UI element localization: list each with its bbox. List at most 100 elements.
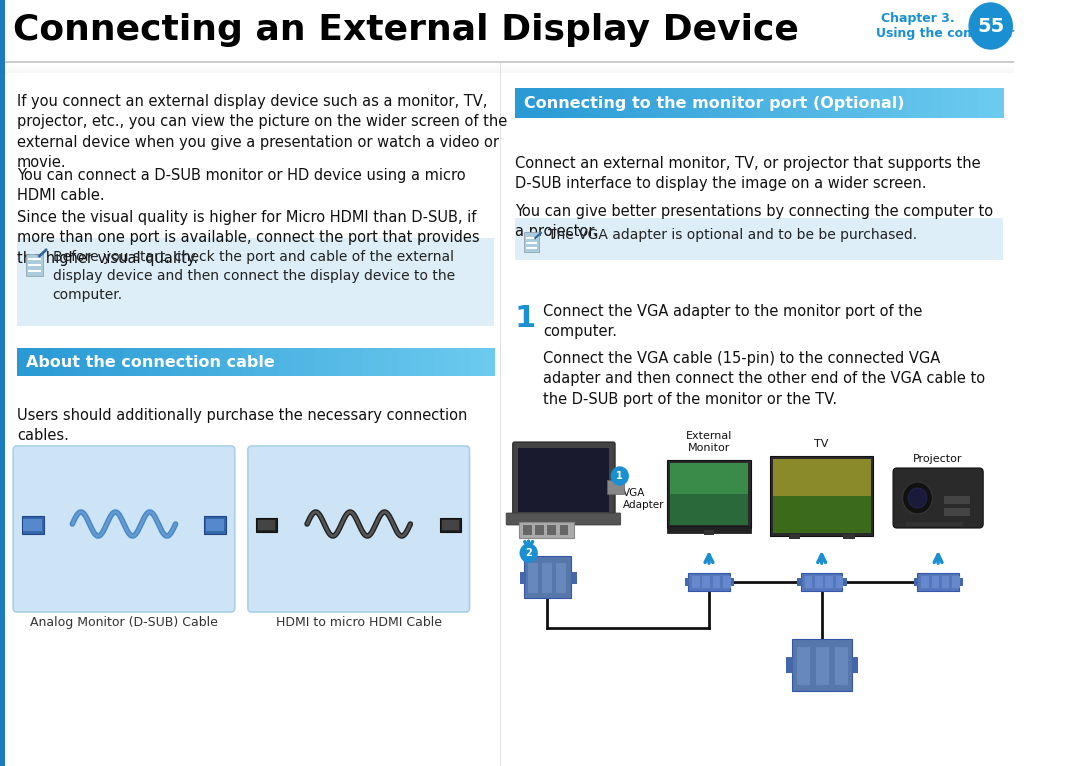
Bar <box>797 647 810 685</box>
Text: If you connect an external display device such as a monitor, TV,
projector, etc.: If you connect an external display devic… <box>17 94 508 170</box>
Bar <box>746 88 759 118</box>
Bar <box>136 348 149 376</box>
FancyBboxPatch shape <box>13 446 234 612</box>
Bar <box>808 88 821 118</box>
Bar <box>836 576 843 588</box>
Bar <box>0 69 1014 70</box>
Bar <box>375 348 388 376</box>
Text: 1: 1 <box>514 304 536 333</box>
Bar <box>112 348 125 376</box>
Text: 1: 1 <box>617 471 623 481</box>
Bar <box>967 88 980 118</box>
Bar <box>698 88 711 118</box>
Bar <box>685 578 689 586</box>
Bar <box>673 88 687 118</box>
Bar <box>256 518 278 532</box>
Bar <box>835 647 848 685</box>
Bar <box>527 88 540 118</box>
Bar <box>930 88 943 118</box>
Bar <box>607 480 623 494</box>
Text: Connecting to the monitor port (Optional): Connecting to the monitor port (Optional… <box>524 96 904 110</box>
Bar <box>723 88 735 118</box>
Bar <box>243 348 256 376</box>
Bar <box>526 247 537 249</box>
Bar <box>773 459 870 533</box>
Bar <box>842 578 847 586</box>
Bar <box>519 522 573 538</box>
Text: External
Monitor: External Monitor <box>686 431 732 453</box>
Text: VGA
Adapter: VGA Adapter <box>622 488 664 510</box>
Bar <box>434 348 447 376</box>
Bar <box>797 578 802 586</box>
Bar <box>825 576 833 588</box>
Bar <box>205 519 225 531</box>
Text: TV: TV <box>814 439 828 449</box>
Text: Connect the VGA adapter to the monitor port of the
computer.: Connect the VGA adapter to the monitor p… <box>543 304 922 339</box>
Bar <box>649 88 662 118</box>
Text: Connecting an External Display Device: Connecting an External Display Device <box>13 13 799 47</box>
Circle shape <box>611 467 629 485</box>
Bar <box>953 576 960 588</box>
Bar <box>815 576 823 588</box>
Text: Since the visual quality is higher for Micro HDMI than D-SUB, if
more than one p: Since the visual quality is higher for M… <box>17 210 480 266</box>
Bar <box>526 237 537 239</box>
Bar <box>661 88 674 118</box>
Bar <box>0 66 1014 67</box>
Bar <box>773 459 870 533</box>
Bar <box>524 232 539 252</box>
FancyBboxPatch shape <box>893 468 983 528</box>
Bar <box>670 463 748 525</box>
Bar <box>666 526 752 533</box>
Bar <box>0 0 4 766</box>
Bar <box>792 639 852 691</box>
Bar <box>600 88 613 118</box>
Bar <box>443 520 459 530</box>
Bar <box>548 525 556 535</box>
Bar <box>759 88 772 118</box>
Text: Using the computer: Using the computer <box>876 27 1014 40</box>
Bar <box>816 647 829 685</box>
Bar <box>292 348 305 376</box>
Bar <box>944 496 970 504</box>
Bar <box>536 525 543 535</box>
Bar <box>805 576 812 588</box>
Text: Analog Monitor (D-SUB) Cable: Analog Monitor (D-SUB) Cable <box>30 616 218 629</box>
Bar <box>446 348 459 376</box>
Bar <box>893 88 906 118</box>
Bar <box>688 573 730 591</box>
Bar <box>207 348 220 376</box>
Bar <box>942 88 955 118</box>
Bar <box>801 573 842 591</box>
Bar <box>852 657 859 673</box>
Bar <box>710 88 724 118</box>
Bar <box>788 534 800 539</box>
Bar <box>843 534 854 539</box>
Bar <box>914 578 918 586</box>
Bar <box>280 348 292 376</box>
Bar <box>773 459 870 496</box>
Bar <box>881 88 894 118</box>
Bar <box>521 572 526 584</box>
Bar <box>204 516 227 534</box>
Bar <box>387 348 400 376</box>
Bar <box>258 520 275 530</box>
Bar <box>363 348 376 376</box>
Text: Chapter 3.: Chapter 3. <box>881 11 955 25</box>
Bar <box>990 88 1003 118</box>
FancyBboxPatch shape <box>513 442 616 518</box>
Bar <box>944 508 970 516</box>
Bar <box>172 348 185 376</box>
Bar <box>539 88 552 118</box>
Bar <box>730 578 734 586</box>
Bar <box>0 67 1014 68</box>
Bar <box>514 218 1003 260</box>
Bar <box>954 88 968 118</box>
Bar <box>771 88 784 118</box>
Bar <box>917 88 931 118</box>
Bar <box>482 348 495 376</box>
Bar <box>77 348 90 376</box>
Bar <box>868 88 881 118</box>
Bar <box>268 348 280 376</box>
Text: You can connect a D-SUB monitor or HD device using a micro
HDMI cable.: You can connect a D-SUB monitor or HD de… <box>17 168 465 204</box>
Bar <box>219 348 232 376</box>
